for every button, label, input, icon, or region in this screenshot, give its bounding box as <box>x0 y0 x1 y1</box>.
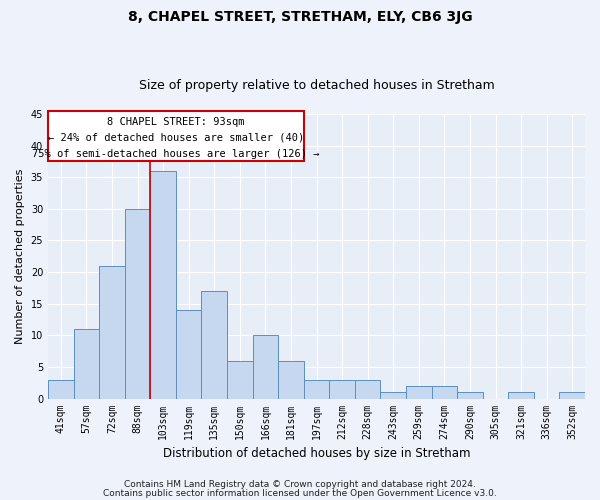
Bar <box>431 386 457 398</box>
Text: ← 24% of detached houses are smaller (40): ← 24% of detached houses are smaller (40… <box>48 133 304 143</box>
Text: 75% of semi-detached houses are larger (126) →: 75% of semi-detached houses are larger (… <box>32 149 320 159</box>
Bar <box>329 380 355 398</box>
Bar <box>176 310 202 398</box>
Bar <box>508 392 534 398</box>
Title: Size of property relative to detached houses in Stretham: Size of property relative to detached ho… <box>139 79 494 92</box>
Bar <box>278 360 304 399</box>
Bar <box>99 266 125 398</box>
Bar <box>380 392 406 398</box>
Bar <box>406 386 431 398</box>
Bar <box>48 380 74 398</box>
Bar <box>253 336 278 398</box>
Bar <box>202 291 227 399</box>
Bar <box>151 171 176 398</box>
Bar <box>125 209 151 398</box>
Bar <box>355 380 380 398</box>
Text: 8 CHAPEL STREET: 93sqm: 8 CHAPEL STREET: 93sqm <box>107 117 245 127</box>
X-axis label: Distribution of detached houses by size in Stretham: Distribution of detached houses by size … <box>163 447 470 460</box>
Text: 8, CHAPEL STREET, STRETHAM, ELY, CB6 3JG: 8, CHAPEL STREET, STRETHAM, ELY, CB6 3JG <box>128 10 472 24</box>
Bar <box>304 380 329 398</box>
Y-axis label: Number of detached properties: Number of detached properties <box>15 168 25 344</box>
FancyBboxPatch shape <box>48 111 304 162</box>
Text: Contains HM Land Registry data © Crown copyright and database right 2024.: Contains HM Land Registry data © Crown c… <box>124 480 476 489</box>
Bar <box>559 392 585 398</box>
Bar <box>227 360 253 399</box>
Bar <box>457 392 483 398</box>
Text: Contains public sector information licensed under the Open Government Licence v3: Contains public sector information licen… <box>103 488 497 498</box>
Bar <box>74 329 99 398</box>
